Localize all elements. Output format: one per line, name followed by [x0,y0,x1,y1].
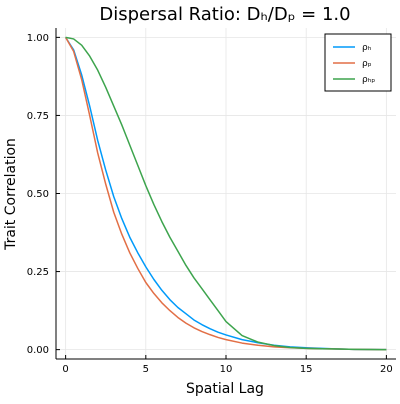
y-tick-label: 0.00 [27,345,49,356]
legend-label: ρₕ [362,43,372,53]
series-lines [64,36,387,351]
y-tick-label: 0.25 [27,267,49,278]
x-tick-label: 0 [62,364,68,375]
x-tick-label: 10 [220,364,233,375]
legend-label: ρₚ [362,59,372,69]
x-tick-label: 20 [380,364,393,375]
y-tick-label: 1.00 [27,33,49,44]
legend-label: ρₕₚ [362,75,375,85]
tick-labels: 0 5 10 15 20 0.00 0.25 0.50 0.75 1.00 [27,33,393,375]
y-axis-label: Trait Correlation [3,138,19,251]
axes [55,28,396,360]
series-line-3 [65,36,387,351]
x-tick-label: 15 [300,364,313,375]
x-axis-label: Spatial Lag [186,381,264,397]
x-tick-label: 5 [143,364,149,375]
legend: ρₕ ρₚ ρₕₚ [324,33,392,92]
y-tick-label: 0.75 [27,111,49,122]
y-tick-label: 0.50 [27,189,49,200]
chart-title: Dispersal Ratio: Dₕ/Dₚ = 1.0 [99,4,350,25]
